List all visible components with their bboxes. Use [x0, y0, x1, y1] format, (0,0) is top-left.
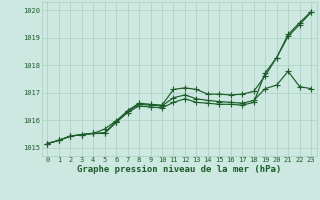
X-axis label: Graphe pression niveau de la mer (hPa): Graphe pression niveau de la mer (hPa) — [77, 165, 281, 174]
